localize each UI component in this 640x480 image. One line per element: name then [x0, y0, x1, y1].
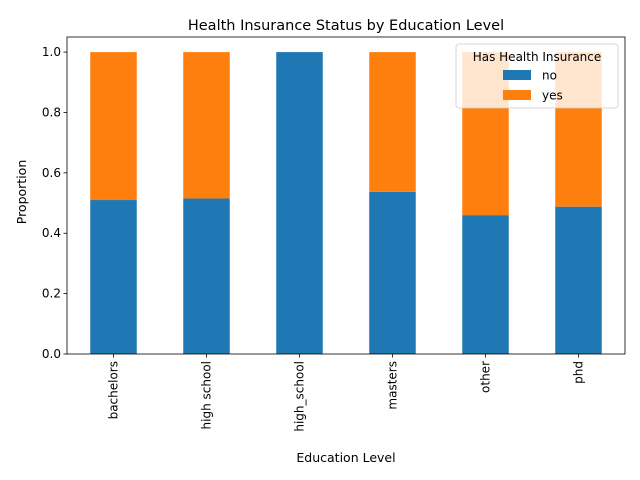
bar-no-4	[462, 215, 509, 354]
y-tick-label-2: 0.4	[42, 226, 61, 240]
x-tick-label-2: high_school	[293, 361, 307, 432]
legend-title: Has Health Insurance	[473, 50, 602, 64]
x-axis-label: Education Level	[296, 450, 395, 465]
legend: Has Health Insurance no yes	[455, 43, 619, 109]
bar-no-5	[555, 206, 602, 354]
legend-label-yes: yes	[542, 89, 563, 103]
axes-group: 0.0 0.2 0.4 0.6 0.8 1.0 bachelors high school hi…	[42, 36, 626, 432]
legend-label-no: no	[542, 69, 557, 83]
bar-yes-0	[90, 52, 137, 201]
bars-group	[90, 52, 602, 354]
x-tick-label-5: phd	[572, 361, 586, 384]
plot-frame	[66, 36, 626, 355]
legend-swatch-yes	[503, 90, 531, 100]
bar-no-2	[276, 52, 323, 354]
x-tick-label-3: masters	[386, 361, 400, 410]
legend-box	[455, 43, 619, 109]
y-tick-label-1: 0.2	[42, 287, 61, 301]
x-tick-label-1: high school	[200, 361, 214, 429]
y-axis-label: Proportion	[14, 160, 29, 225]
legend-swatch-no	[503, 70, 531, 80]
x-tick-label-0: bachelors	[107, 361, 121, 419]
y-tick-label-4: 0.8	[42, 105, 61, 119]
y-tick-label-5: 1.0	[42, 45, 61, 59]
bar-no-3	[369, 191, 416, 354]
bar-yes-1	[183, 52, 230, 199]
bar-yes-3	[369, 52, 416, 192]
chart-title: Health Insurance Status by Education Lev…	[188, 18, 504, 34]
y-tick-label-0: 0.0	[42, 347, 61, 361]
x-tick-label-4: other	[479, 361, 493, 393]
bar-no-1	[183, 198, 230, 354]
bar-no-0	[90, 200, 137, 354]
y-tick-label-3: 0.6	[42, 166, 61, 180]
